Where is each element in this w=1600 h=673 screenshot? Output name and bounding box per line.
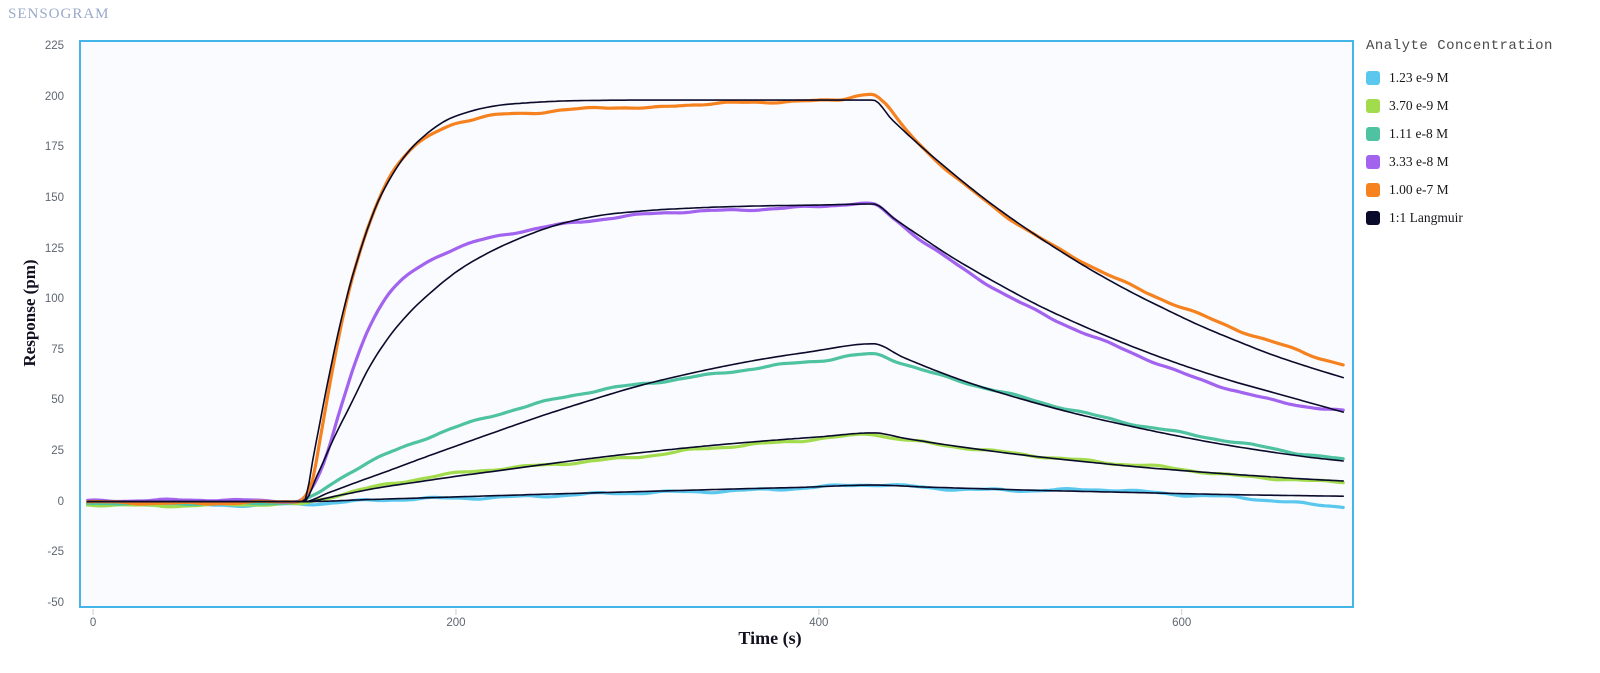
y-tick-label: 50 [51,394,64,407]
legend-item-1-23-e-9-M[interactable]: 1.23 e-9 M [1366,64,1553,92]
legend-item-label: 1.23 e-9 M [1389,70,1449,85]
y-tick-label: 25 [51,445,64,458]
legend-item-label: 3.33 e-8 M [1389,154,1449,169]
legend: Analyte Concentration 1.23 e-9 M 3.70 e-9… [1366,38,1553,232]
y-axis-title: Response (pm) [20,259,39,367]
legend-item-1-00-e-7-M[interactable]: 1.00 e-7 M [1366,176,1553,204]
x-tick-label: 600 [1172,617,1192,629]
legend-item-label: 1.00 e-7 M [1389,182,1449,197]
legend-items: 1.23 e-9 M 3.70 e-9 M 1.11 e-8 M 3.33 e-8 M… [1366,64,1553,232]
legend-swatch [1366,127,1380,141]
page-title: SENSOGRAM [8,6,110,22]
fit-curve-1-1-Langmuir-fit-1-00-e-7-M- [86,99,1344,503]
y-tick-label: 75 [51,343,64,356]
legend-swatch [1366,211,1380,225]
legend-swatch [1366,155,1380,169]
x-tick-label: 200 [446,617,466,629]
y-tick-label: 225 [44,40,64,53]
legend-swatch [1366,71,1380,85]
y-tick-label: -50 [47,596,64,609]
y-tick-label: 100 [44,293,64,306]
x-tick-label: 400 [809,617,829,629]
legend-swatch [1366,183,1380,197]
legend-item-1-1-Langmuir[interactable]: 1:1 Langmuir [1366,204,1553,232]
y-tick-label: 125 [44,242,64,255]
y-tick-label: 175 [44,141,64,154]
x-tick-label: 0 [89,617,97,629]
x-axis-title: Time (s) [738,628,802,648]
legend-item-3-33-e-8-M[interactable]: 3.33 e-8 M [1366,148,1553,176]
legend-item-label: 3.70 e-9 M [1389,98,1449,113]
legend-item-1-11-e-8-M[interactable]: 1.11 e-8 M [1366,120,1553,148]
legend-item-label: 1:1 Langmuir [1389,210,1463,225]
legend-title: Analyte Concentration [1366,38,1553,54]
y-tick-label: -25 [47,546,64,559]
legend-swatch [1366,99,1380,113]
legend-item-label: 1.11 e-8 M [1389,126,1449,141]
y-tick-label: 0 [57,495,64,508]
y-tick-label: 200 [44,90,64,103]
y-tick-label: 150 [44,191,64,204]
legend-item-3-70-e-9-M[interactable]: 3.70 e-9 M [1366,92,1553,120]
plot-frame [79,40,1354,608]
